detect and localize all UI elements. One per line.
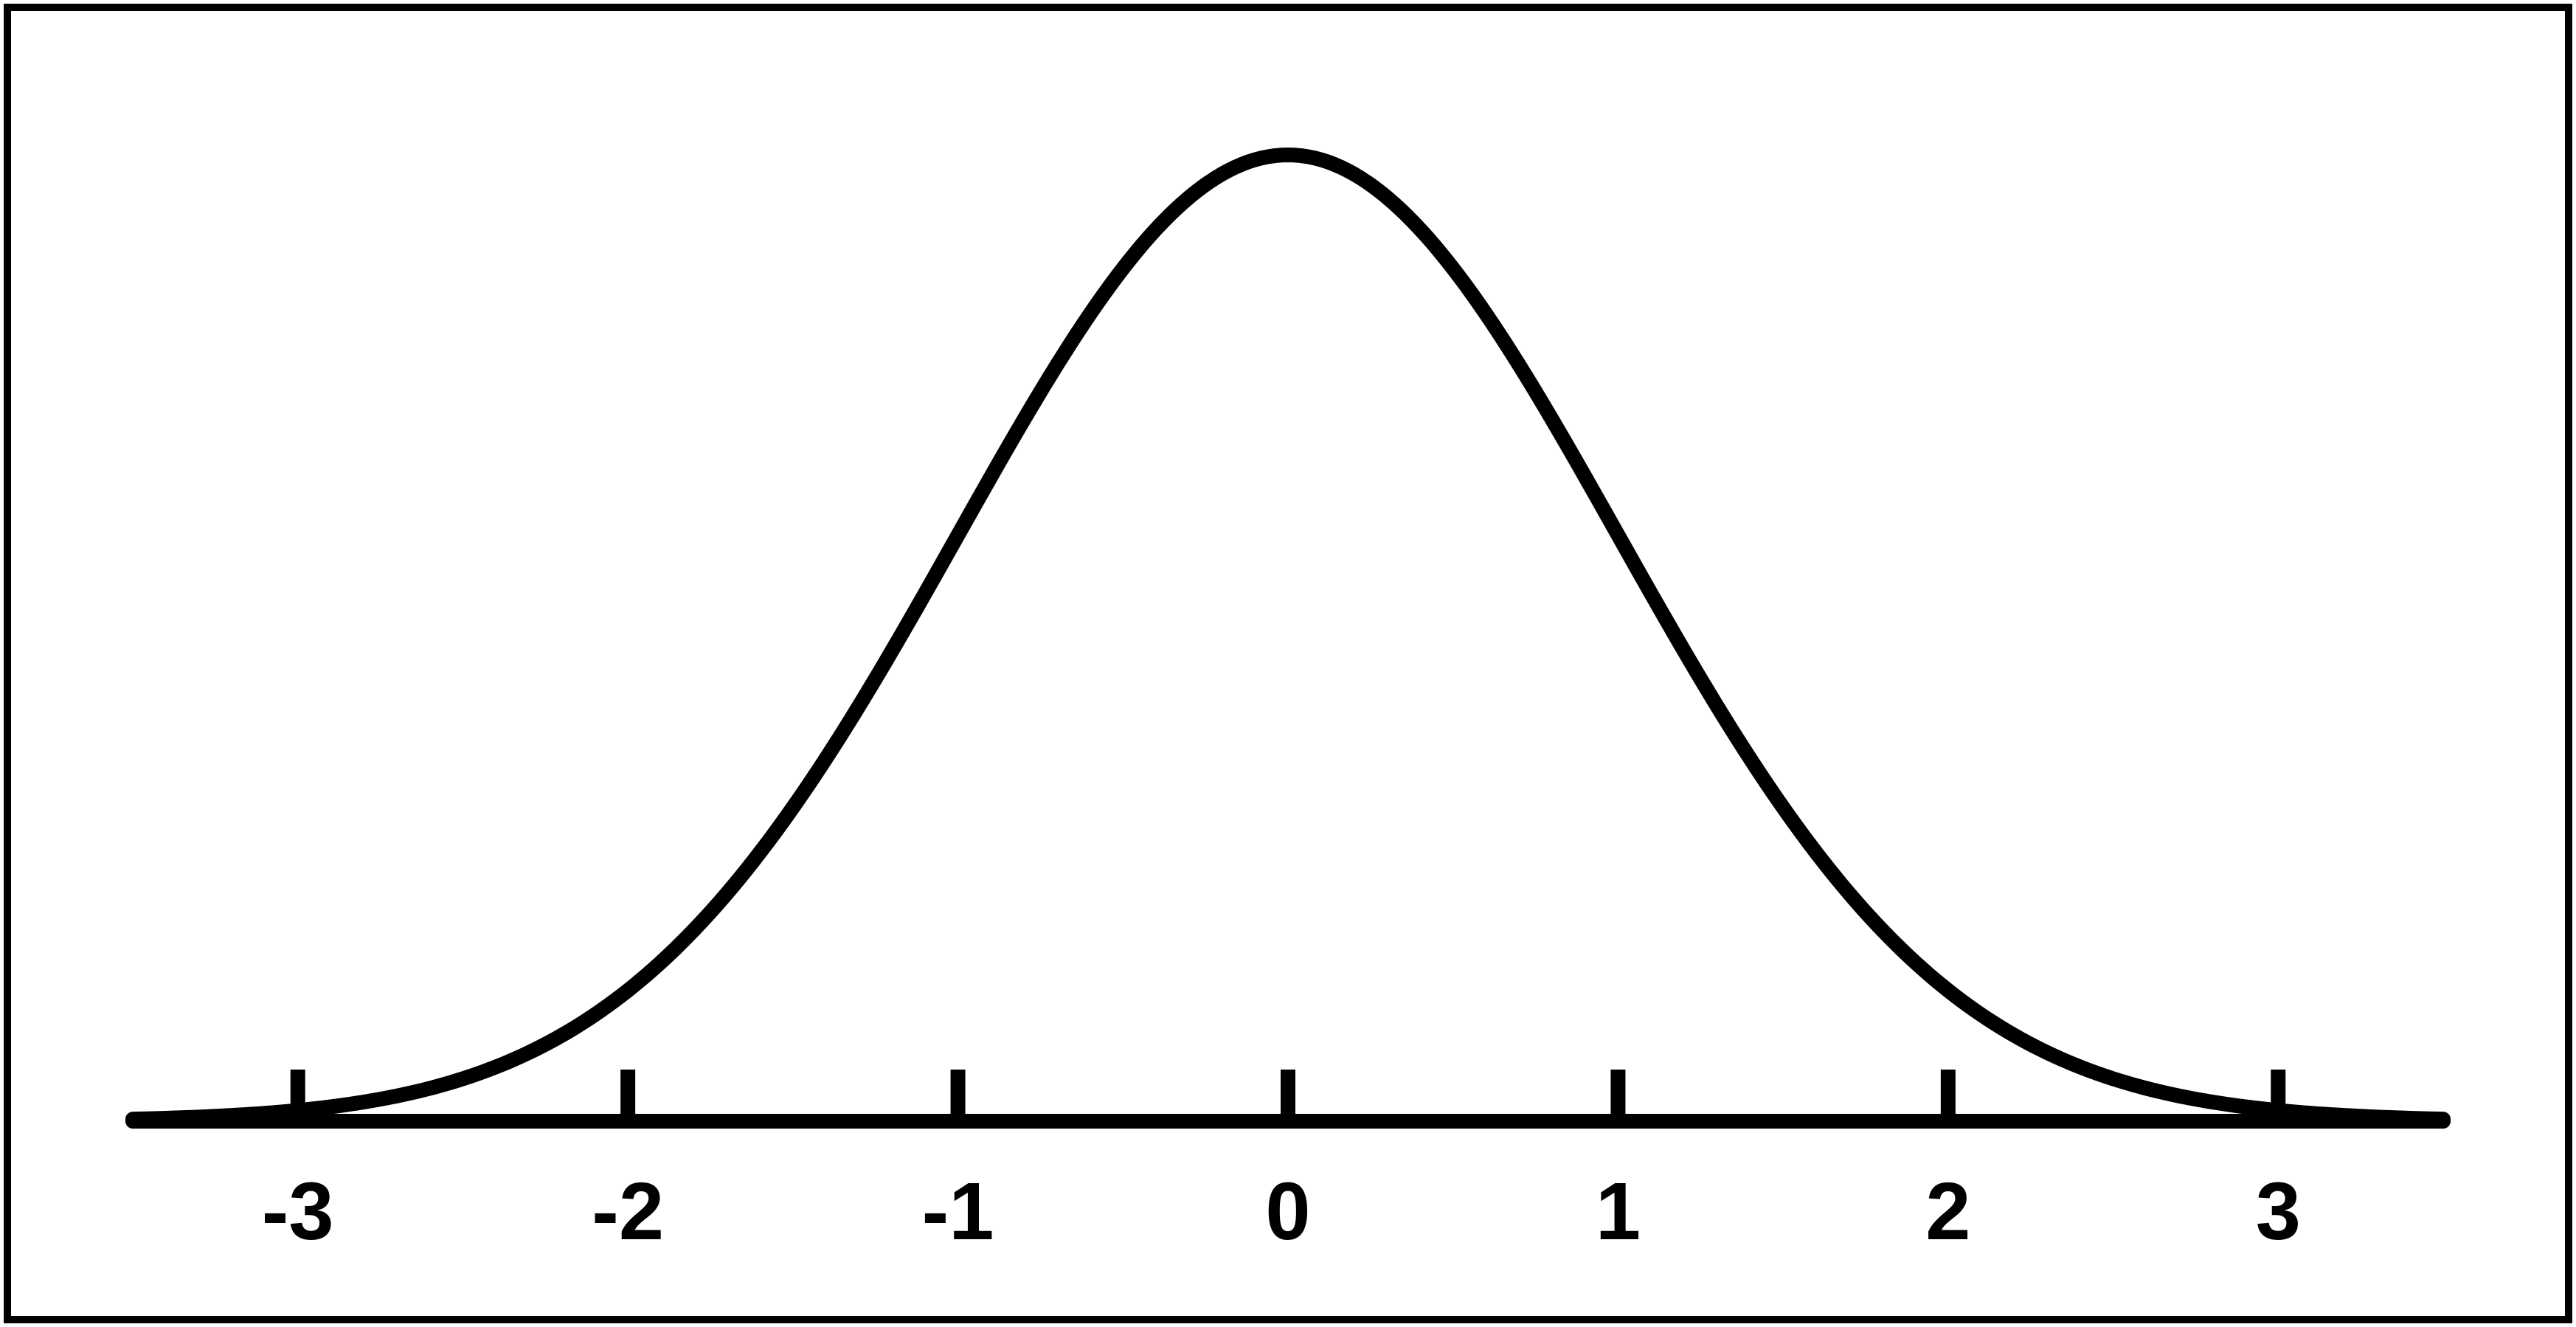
x-tick-label: 3	[2256, 1166, 2301, 1257]
x-tick-label: 2	[1925, 1166, 1970, 1257]
normal-distribution-chart: -3 -2 -1 0 1 2 3	[0, 0, 2576, 1327]
chart-container: -3 -2 -1 0 1 2 3	[0, 0, 2576, 1327]
x-tick-label: -3	[262, 1166, 334, 1257]
x-tick-label: -2	[592, 1166, 664, 1257]
x-tick-label: 0	[1265, 1166, 1310, 1257]
x-tick-label: 1	[1596, 1166, 1641, 1257]
x-tick-label: -1	[922, 1166, 994, 1257]
